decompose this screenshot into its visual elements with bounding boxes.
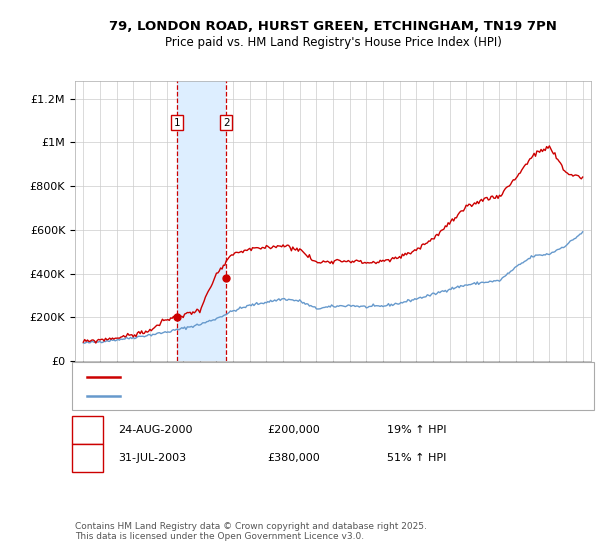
- Text: Price paid vs. HM Land Registry's House Price Index (HPI): Price paid vs. HM Land Registry's House …: [164, 36, 502, 49]
- Bar: [178, 81, 226, 361]
- Text: HPI: Average price, detached house, Rother: HPI: Average price, detached house, Roth…: [129, 391, 346, 401]
- Text: 79, LONDON ROAD, HURST GREEN, ETCHINGHAM, TN19 7PN: 79, LONDON ROAD, HURST GREEN, ETCHINGHAM…: [109, 20, 557, 32]
- Text: 1: 1: [174, 118, 181, 128]
- Text: Contains HM Land Registry data © Crown copyright and database right 2025.
This d: Contains HM Land Registry data © Crown c…: [75, 522, 427, 542]
- Text: 79, LONDON ROAD, HURST GREEN, ETCHINGHAM, TN19 7PN (detached house): 79, LONDON ROAD, HURST GREEN, ETCHINGHAM…: [129, 372, 521, 382]
- Text: £380,000: £380,000: [267, 453, 320, 463]
- Text: 31-JUL-2003: 31-JUL-2003: [118, 453, 187, 463]
- Text: 1: 1: [84, 425, 91, 435]
- Text: 19% ↑ HPI: 19% ↑ HPI: [387, 425, 446, 435]
- Text: 2: 2: [223, 118, 229, 128]
- Text: £200,000: £200,000: [267, 425, 320, 435]
- Text: 2: 2: [84, 453, 91, 463]
- Text: 24-AUG-2000: 24-AUG-2000: [118, 425, 193, 435]
- Text: 51% ↑ HPI: 51% ↑ HPI: [387, 453, 446, 463]
